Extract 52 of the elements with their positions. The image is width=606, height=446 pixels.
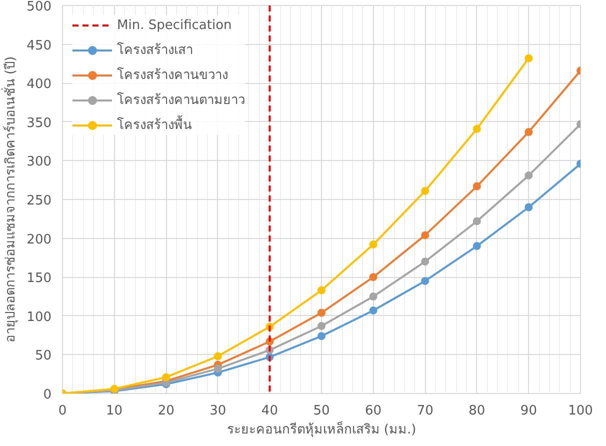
x-tick-label: 0 xyxy=(58,404,67,418)
x-tick-label: 80 xyxy=(468,404,486,418)
point xyxy=(369,240,378,248)
y-tick-label: 400 xyxy=(26,77,52,92)
y-tick-label: 200 xyxy=(26,232,52,248)
point xyxy=(369,292,378,300)
x-axis-title: ระยะคอนกรีตหุ้มเหล็กเสริม (มม.) xyxy=(226,420,416,438)
point xyxy=(318,286,326,294)
x-tick-label: 20 xyxy=(158,404,174,418)
y-tick-label: 450 xyxy=(26,38,52,54)
y-tick-label: 500 xyxy=(26,0,52,14)
point xyxy=(369,273,378,282)
point xyxy=(524,54,533,62)
x-tick-label: 100 xyxy=(568,404,593,418)
y-axis-title: อายุปลอดการซ่อมแซมจากการเกิดคาร์บอเนชั่น (ปี) xyxy=(2,56,19,343)
point xyxy=(421,186,430,195)
x-tick-label: 30 xyxy=(210,404,226,418)
point xyxy=(318,322,326,330)
x-tick-label: 90 xyxy=(520,404,537,418)
point xyxy=(472,217,481,226)
point xyxy=(214,352,222,360)
point xyxy=(162,373,170,382)
point xyxy=(214,364,222,373)
x-tick-label: 60 xyxy=(365,404,382,418)
point xyxy=(318,308,326,317)
point xyxy=(472,242,481,250)
x-tick-label: 40 xyxy=(261,404,278,418)
y-tick-label: 250 xyxy=(26,194,52,208)
ref-line-label: Min. Specification xyxy=(117,18,232,32)
y-tick-label: 150 xyxy=(26,271,52,286)
point xyxy=(524,203,533,212)
point xyxy=(421,276,430,285)
legend-label: โครงสร้างคานขวาง xyxy=(117,66,228,85)
point xyxy=(524,171,533,180)
point xyxy=(421,258,430,266)
point xyxy=(472,182,481,190)
point xyxy=(421,231,430,240)
y-tick-label: 50 xyxy=(34,348,52,364)
legend-label: โครงสร้างเสา xyxy=(117,41,193,60)
y-tick-label: 350 xyxy=(26,116,52,131)
x-tick-label: 50 xyxy=(313,404,330,418)
point xyxy=(318,332,326,340)
y-tick-label: 0 xyxy=(43,388,52,402)
x-tick-label: 70 xyxy=(416,404,434,418)
legend-label: โครงสร้างคานตามยาว xyxy=(117,91,245,110)
y-tick-label: 300 xyxy=(26,154,52,170)
point xyxy=(472,124,481,133)
point xyxy=(369,306,378,314)
legend-label: โครงสร้างพื้น xyxy=(117,114,192,135)
x-tick-label: 10 xyxy=(106,404,123,418)
y-tick-label: 100 xyxy=(26,310,52,325)
point xyxy=(524,128,533,136)
